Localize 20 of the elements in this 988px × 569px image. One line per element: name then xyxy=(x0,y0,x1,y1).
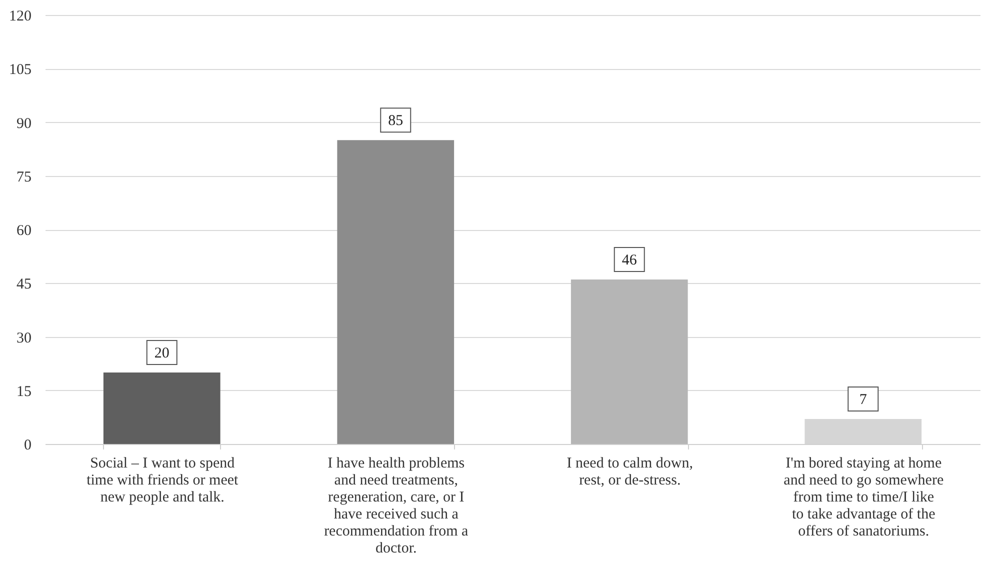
y-tick-label: 45 xyxy=(16,276,32,293)
y-tick-label: 30 xyxy=(16,330,32,346)
y-tick-label: 120 xyxy=(9,8,32,24)
bar xyxy=(570,280,688,444)
x-tick-label: Social – I want to spend time with friends or meet new people and talk. xyxy=(86,456,240,506)
y-tick-label: 105 xyxy=(9,62,32,78)
data-label: 85 xyxy=(388,113,404,130)
x-tick-label: I'm bored staying at home and need to go somewhere from time to time/I like to take advantage of the offers of sanatoriums. xyxy=(784,456,944,540)
data-label: 20 xyxy=(154,346,170,362)
x-tick-label: I have health problems and need treatments, regeneration, care, or I have received such a recommendation from a doctor. xyxy=(324,456,469,556)
y-tick-label: 15 xyxy=(16,384,32,400)
data-label: 7 xyxy=(859,392,868,408)
bar xyxy=(337,140,454,444)
x-tick-label: I need to calm down, rest, or de-stress. xyxy=(566,456,693,488)
data-label: 46 xyxy=(622,252,638,269)
y-tick-label: 0 xyxy=(24,438,32,454)
bar xyxy=(103,372,220,444)
y-tick-label: 90 xyxy=(16,116,32,132)
y-tick-label: 75 xyxy=(16,169,32,186)
y-tick-label: 60 xyxy=(16,223,32,239)
